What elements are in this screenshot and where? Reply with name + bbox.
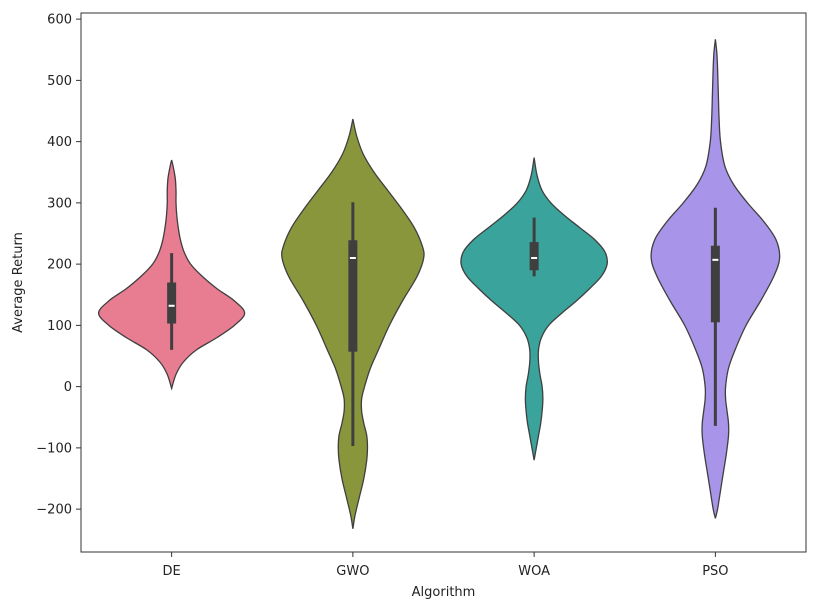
x-tick-label: GWO	[336, 564, 369, 579]
y-tick-label: 300	[47, 196, 72, 211]
y-tick-label: 200	[47, 258, 72, 273]
y-tick-label: 400	[47, 135, 72, 150]
iqr-box-de	[167, 282, 177, 324]
iqr-box-gwo	[348, 240, 358, 352]
y-tick-label: −100	[36, 441, 72, 456]
iqr-box-woa	[529, 242, 539, 271]
y-tick-label: 600	[47, 13, 72, 28]
y-axis-label: Average Return	[11, 232, 26, 333]
y-axis: −200 −100 0 100 200 300 400 500 600	[36, 13, 81, 518]
x-tick-label: WOA	[518, 564, 550, 579]
y-tick-label: −200	[36, 503, 72, 518]
x-tick-label: DE	[163, 564, 181, 579]
y-tick-label: 500	[47, 74, 72, 89]
y-tick-label: 100	[47, 319, 72, 334]
x-axis-label: Algorithm	[412, 585, 476, 600]
x-axis: DE GWO WOA PSO	[163, 552, 729, 579]
violin-woa	[460, 157, 608, 461]
boxes-layer	[167, 202, 720, 447]
y-tick-label: 0	[64, 380, 72, 395]
iqr-box-pso	[710, 245, 720, 323]
x-tick-label: PSO	[702, 564, 728, 579]
